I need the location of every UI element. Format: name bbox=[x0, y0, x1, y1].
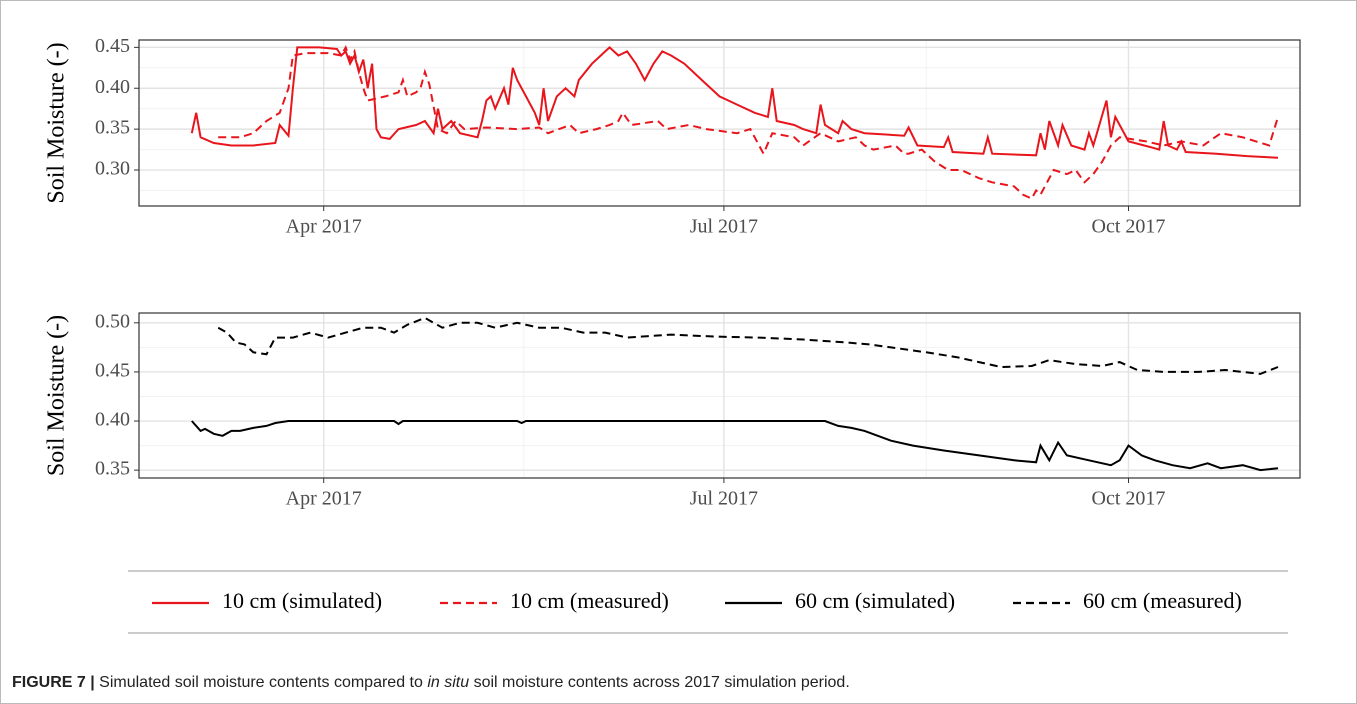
caption-text: in situ bbox=[427, 674, 469, 691]
y-tick-label: 0.35 bbox=[95, 458, 130, 480]
y-tick-label: 0.40 bbox=[95, 409, 130, 431]
legend-label: 10 cm (measured) bbox=[510, 588, 669, 613]
plot-frame bbox=[138, 39, 1301, 207]
y-tick-label: 0.45 bbox=[95, 360, 130, 382]
series-line bbox=[191, 420, 1279, 472]
legend-label: 60 cm (measured) bbox=[1083, 588, 1242, 613]
series-line bbox=[218, 44, 1279, 200]
y-tick-label: 0.35 bbox=[95, 117, 130, 139]
y-tick-label: 0.30 bbox=[95, 158, 130, 180]
caption-text: Simulated soil moisture contents compare… bbox=[99, 674, 427, 691]
caption-label: FIGURE 7 | bbox=[12, 674, 95, 691]
x-tick-label: Apr 2017 bbox=[286, 216, 362, 238]
y-axis-label: Soil Moisture (-) bbox=[44, 42, 70, 203]
x-tick-label: Oct 2017 bbox=[1092, 216, 1166, 238]
y-tick-label: 0.50 bbox=[95, 310, 130, 332]
y-tick-label: 0.40 bbox=[95, 76, 130, 98]
y-axis-label: Soil Moisture (-) bbox=[44, 315, 70, 476]
x-tick-label: Jul 2017 bbox=[690, 488, 758, 510]
legend-label: 60 cm (simulated) bbox=[795, 588, 955, 613]
series-line bbox=[190, 46, 1279, 159]
x-tick-label: Jul 2017 bbox=[690, 216, 758, 238]
x-tick-label: Oct 2017 bbox=[1092, 488, 1166, 510]
series-line bbox=[217, 316, 1279, 375]
plot-frame bbox=[138, 312, 1301, 479]
caption-text: soil moisture contents across 2017 simul… bbox=[469, 674, 850, 691]
legend-label: 10 cm (simulated) bbox=[222, 588, 382, 613]
y-tick-label: 0.45 bbox=[95, 35, 130, 57]
x-tick-label: Apr 2017 bbox=[286, 488, 362, 510]
caption: FIGURE 7 | Simulated soil moisture conte… bbox=[12, 674, 850, 691]
